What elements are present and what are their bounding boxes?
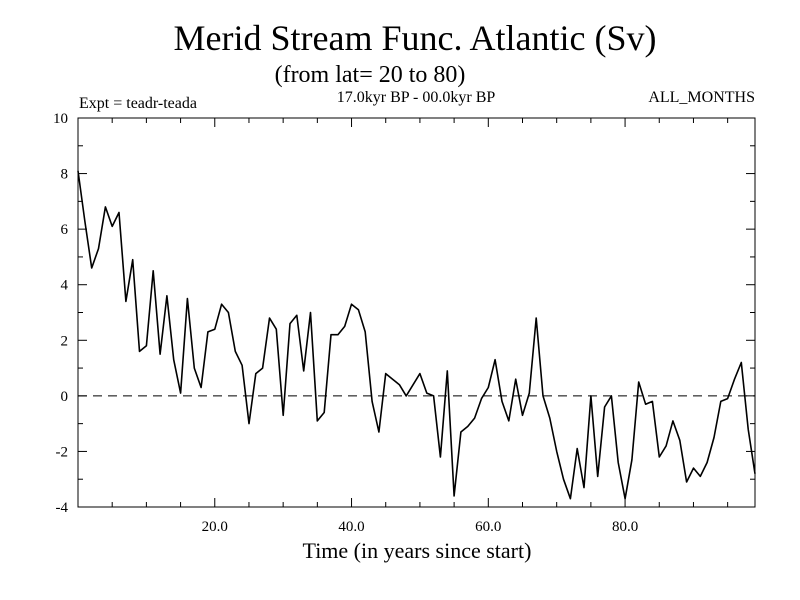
x-tick-label: 20.0: [202, 519, 228, 535]
y-tick-label: 4: [61, 278, 69, 294]
chart-subtitle: (from lat= 20 to 80): [275, 62, 466, 88]
y-tick-label: 8: [61, 167, 69, 183]
plot-frame: [77, 117, 756, 508]
experiment-label: Expt = teadr-teada: [79, 95, 197, 112]
x-tick-label: 40.0: [338, 519, 364, 535]
y-tick-label: 2: [61, 333, 69, 349]
season-label: ALL_MONTHS: [648, 89, 755, 106]
y-tick-label: 0: [61, 389, 69, 405]
y-tick-label: -2: [56, 444, 69, 460]
x-tick-label: 80.0: [612, 519, 638, 535]
series-line: [77, 170, 756, 500]
x-tick-label: 60.0: [475, 519, 501, 535]
x-axis-label: Time (in years since start): [303, 538, 532, 563]
y-tick-label: -4: [56, 500, 69, 516]
y-tick-label: 6: [61, 222, 69, 238]
plot-area: -4 -2 0 2 4 6 8 10 20.0 40.0 60.0 80.0: [53, 111, 756, 535]
period-label: 17.0kyr BP - 00.0kyr BP: [337, 89, 496, 106]
y-tick-label: 10: [53, 111, 68, 127]
chart-title: Merid Stream Func. Atlantic (Sv): [174, 18, 657, 58]
